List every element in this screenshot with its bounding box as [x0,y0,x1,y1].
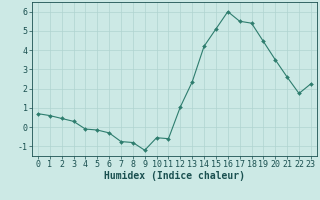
X-axis label: Humidex (Indice chaleur): Humidex (Indice chaleur) [104,171,245,181]
